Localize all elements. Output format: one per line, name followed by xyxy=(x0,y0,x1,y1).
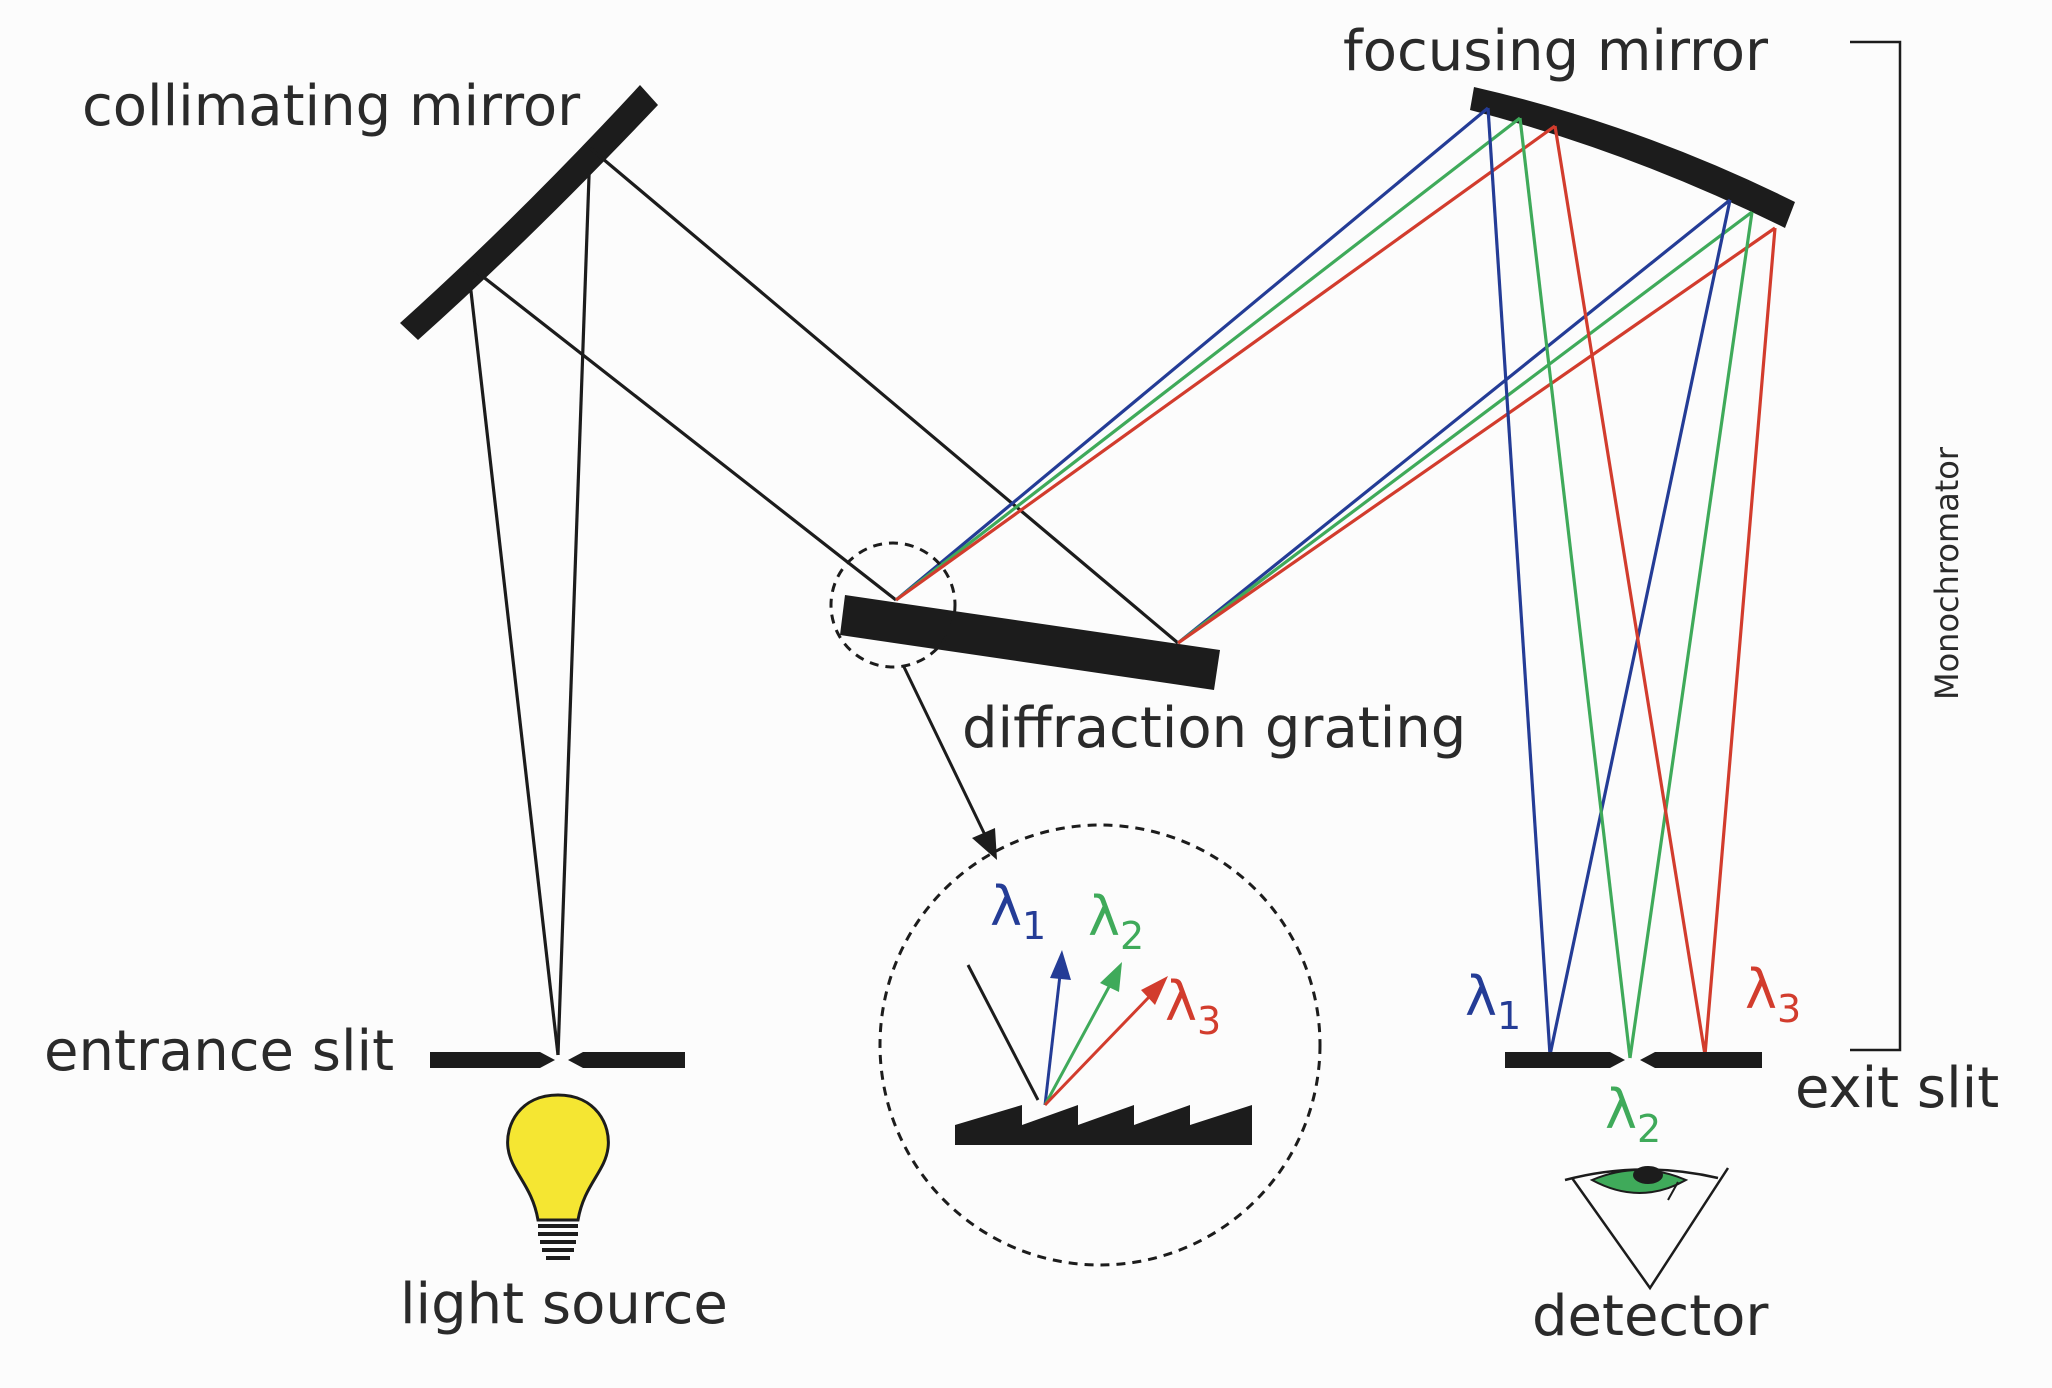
detector-label: detector xyxy=(1532,1284,1769,1349)
lambda2-label-zoom: λ2 xyxy=(1088,885,1144,958)
collimating-mirror xyxy=(400,85,658,340)
light-bulb-icon xyxy=(506,1093,610,1260)
zoom-detail-circle xyxy=(878,823,1322,1267)
focusing-mirror xyxy=(1470,87,1795,228)
incident-rays xyxy=(466,146,1180,1056)
ray-lambda3 xyxy=(1177,226,1776,645)
lambda1-label-zoom: λ1 xyxy=(990,875,1046,948)
entrance-slit xyxy=(430,1052,685,1068)
focused-rays xyxy=(1486,107,1777,1059)
focusing-mirror-label: focusing mirror xyxy=(1343,19,1769,84)
exit-slit xyxy=(1505,1052,1762,1068)
lambda2-label-exit: λ2 xyxy=(1605,1078,1661,1151)
zoom-source-circle xyxy=(829,541,957,669)
lambda3-label-exit: λ3 xyxy=(1745,958,1801,1031)
zoom-arrow xyxy=(902,666,997,860)
ray-lambda1 xyxy=(894,106,1490,602)
light-source-label: light source xyxy=(400,1272,728,1337)
ray-lambda2 xyxy=(895,116,1521,602)
ray-lambda1 xyxy=(1176,198,1732,645)
eye-icon xyxy=(1564,1166,1730,1291)
ray-lambda3 xyxy=(895,124,1556,602)
diffracted-rays xyxy=(894,106,1776,645)
monochromator-bracket xyxy=(1850,40,1902,1052)
collimating-mirror-label: collimating mirror xyxy=(82,74,581,139)
exit-slit-label: exit slit xyxy=(1795,1056,1999,1121)
monochromator-label: Monochromator xyxy=(1928,446,1966,700)
lambda1-label-exit: λ1 xyxy=(1465,965,1521,1038)
diffraction-grating-label: diffraction grating xyxy=(962,696,1466,761)
diffraction-grating xyxy=(840,595,1220,690)
entrance-slit-label: entrance slit xyxy=(44,1019,394,1084)
grating-detail xyxy=(955,950,1252,1145)
lambda3-label-zoom: λ3 xyxy=(1165,970,1221,1043)
ray-lambda2 xyxy=(1177,210,1753,645)
